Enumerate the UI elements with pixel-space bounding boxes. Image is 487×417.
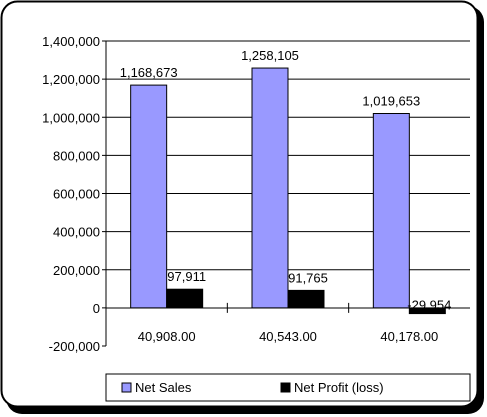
frame-border bbox=[0, 0, 479, 408]
bar-net-profit bbox=[166, 288, 204, 309]
category-labels: 40,908.00 40,543.00 40,178.00 bbox=[138, 329, 439, 344]
data-label-net-profit: -29,954 bbox=[407, 298, 451, 313]
legend-swatch-net-profit bbox=[280, 382, 291, 393]
category-label: 40,178.00 bbox=[380, 329, 438, 344]
legend-label-net-sales: Net Sales bbox=[135, 380, 192, 395]
legend-swatch-net-sales bbox=[121, 382, 132, 393]
y-tick-label: -200,000 bbox=[49, 339, 100, 354]
data-labels: 1,168,673 97,911 1,258,105 91,765 1,019,653 -… bbox=[120, 48, 452, 313]
y-tick-label: 400,000 bbox=[53, 225, 100, 240]
data-label-net-sales: 1,019,653 bbox=[362, 94, 420, 109]
bar-net-sales bbox=[251, 67, 289, 309]
y-tick-label: 800,000 bbox=[53, 148, 100, 163]
x-axis-ticks bbox=[226, 302, 350, 313]
legend-label-net-profit: Net Profit (loss) bbox=[294, 380, 384, 395]
y-tick-label: 200,000 bbox=[53, 263, 100, 278]
y-tick-label: 0 bbox=[93, 301, 100, 316]
y-tick-label: 600,000 bbox=[53, 187, 100, 202]
legend: Net Sales Net Profit (loss) bbox=[105, 373, 471, 402]
plot-area: -200,000 0 200,000 400,000 600,000 800,000 1,0… bbox=[42, 34, 470, 354]
data-label-net-profit: 97,911 bbox=[167, 269, 206, 284]
category-label: 40,908.00 bbox=[138, 329, 196, 344]
bar-net-sales bbox=[130, 84, 168, 309]
data-label-net-profit: 91,765 bbox=[288, 270, 328, 285]
bars bbox=[130, 67, 446, 315]
y-axis-ticks: -200,000 0 200,000 400,000 600,000 800,000 1,0… bbox=[42, 34, 106, 354]
bar-net-profit bbox=[287, 289, 325, 309]
data-label-net-sales: 1,168,673 bbox=[120, 65, 178, 80]
category-label: 40,543.00 bbox=[259, 329, 317, 344]
data-label-net-sales: 1,258,105 bbox=[241, 48, 299, 63]
bar-net-sales bbox=[372, 113, 410, 309]
y-tick-label: 1,000,000 bbox=[42, 110, 100, 125]
y-tick-label: 1,200,000 bbox=[42, 72, 100, 87]
y-tick-label: 1,400,000 bbox=[42, 34, 100, 49]
